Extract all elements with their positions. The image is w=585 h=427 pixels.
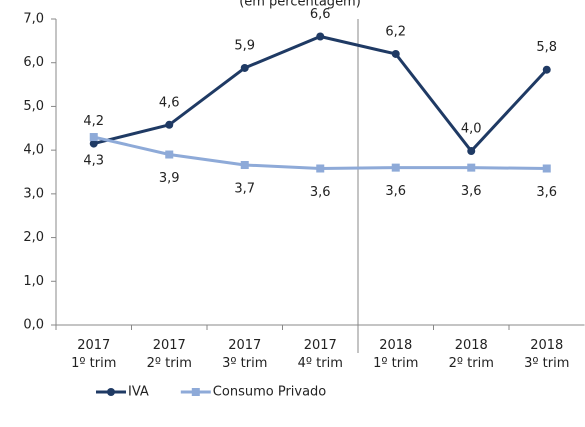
legend-marker xyxy=(191,388,200,396)
x-tick-line: 1º trim xyxy=(71,356,116,371)
x-tick-label: 2017 4º trim xyxy=(298,338,343,371)
point xyxy=(391,49,400,58)
data-label: 5,8 xyxy=(536,40,557,55)
data-label: 3,6 xyxy=(385,184,406,199)
x-tick-line: 2018 xyxy=(379,338,412,353)
y-tick-label: 5,0 xyxy=(23,99,44,114)
x-tick-line: 2018 xyxy=(455,338,488,353)
x-tick-line: 2017 xyxy=(304,338,337,353)
point xyxy=(240,161,249,170)
legend-marker xyxy=(107,388,115,396)
point xyxy=(89,139,98,148)
x-tick-line: 2017 xyxy=(153,338,186,353)
x-tick-line: 2º trim xyxy=(147,356,192,371)
y-tick-label: 3,0 xyxy=(23,186,44,201)
data-label: 3,9 xyxy=(159,171,180,186)
data-label: 4,3 xyxy=(83,154,104,169)
point xyxy=(467,147,476,156)
point xyxy=(391,163,400,172)
y-tick-label: 0,0 xyxy=(23,318,44,333)
data-label: 5,9 xyxy=(234,38,255,53)
x-tick-label: 2018 3º trim xyxy=(524,338,569,371)
x-tick-line: 2017 xyxy=(77,338,110,353)
x-tick-label: 2017 1º trim xyxy=(71,338,116,371)
x-tick-line: 2017 xyxy=(228,338,261,353)
y-tick-label: 1,0 xyxy=(23,274,44,289)
data-label: 6,6 xyxy=(310,7,331,22)
point xyxy=(165,150,174,159)
point xyxy=(316,32,325,41)
data-label: 6,2 xyxy=(385,24,406,39)
y-tick-label: 2,0 xyxy=(23,230,44,245)
x-tick-label: 2018 2º trim xyxy=(449,338,494,371)
y-tick-label: 7,0 xyxy=(23,12,44,27)
x-tick-line: 2º trim xyxy=(449,356,494,371)
point xyxy=(240,63,249,72)
legend-label: IVA xyxy=(128,385,149,400)
y-tick-label: 6,0 xyxy=(23,55,44,70)
y-tick-label: 4,0 xyxy=(23,143,44,158)
data-label: 3,6 xyxy=(461,184,482,199)
x-tick-line: 3º trim xyxy=(222,356,267,371)
x-tick-label: 2017 2º trim xyxy=(147,338,192,371)
x-tick-line: 4º trim xyxy=(298,356,343,371)
point xyxy=(165,120,174,129)
x-tick-line: 1º trim xyxy=(373,356,418,371)
data-label: 3,7 xyxy=(234,182,255,197)
point xyxy=(89,133,98,142)
legend-label: Consumo Privado xyxy=(213,385,327,400)
point xyxy=(542,65,551,74)
x-tick-line: 3º trim xyxy=(524,356,569,371)
chart-subtitle: (em percentagem) xyxy=(239,0,361,10)
x-tick-label: 2017 3º trim xyxy=(222,338,267,371)
data-label: 3,6 xyxy=(310,185,331,200)
point xyxy=(316,164,325,173)
data-label: 4,0 xyxy=(461,122,482,137)
x-tick-line: 2018 xyxy=(530,338,563,353)
data-label: 4,6 xyxy=(159,95,180,110)
data-label: 3,6 xyxy=(536,185,557,200)
data-label: 4,2 xyxy=(83,114,104,129)
point xyxy=(467,163,476,172)
point xyxy=(542,164,551,173)
x-tick-label: 2018 1º trim xyxy=(373,338,418,371)
